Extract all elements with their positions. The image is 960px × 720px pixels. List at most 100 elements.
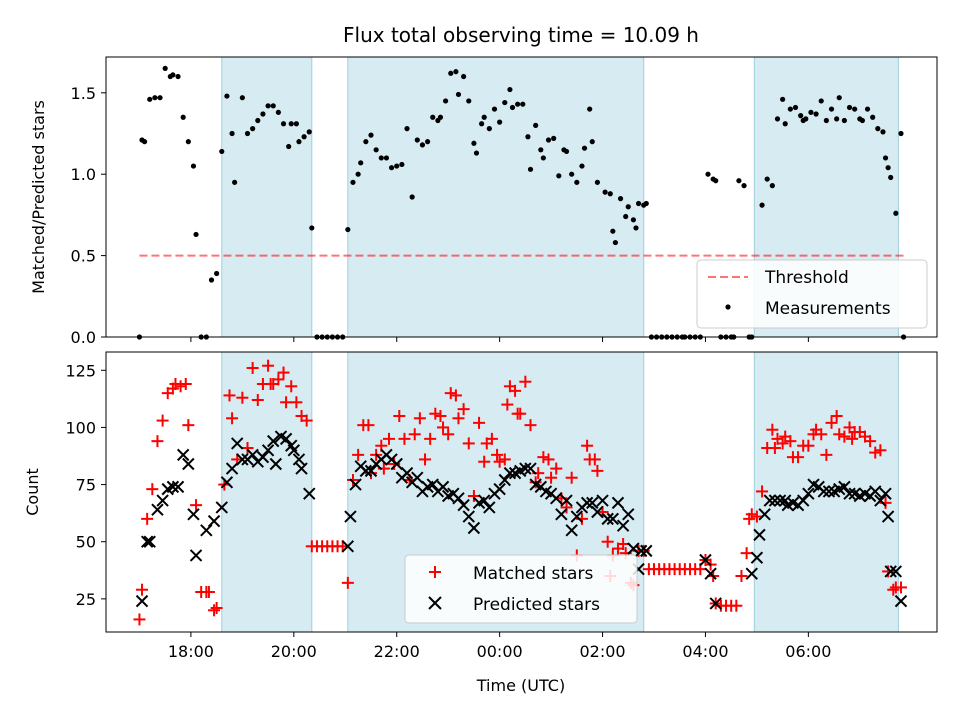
measurement-point	[170, 72, 176, 78]
matched-star-point	[565, 471, 578, 484]
predicted-star-point	[452, 492, 465, 505]
predicted-star-point	[166, 480, 180, 494]
ratio-x-ticks	[190, 337, 809, 342]
matched-star-point	[210, 602, 223, 614]
measurement-point	[152, 95, 158, 101]
matched-star-point	[766, 423, 779, 436]
matched-star-point	[449, 389, 462, 402]
ratio-interval-1	[347, 56, 645, 338]
measurement-point	[507, 86, 513, 93]
predicted-star-point	[246, 448, 259, 462]
predicted-star-point	[634, 544, 648, 558]
measurement-point	[527, 166, 534, 172]
matched-star-point	[241, 442, 254, 454]
ratio-ytick-label: 0.0	[71, 328, 96, 347]
predicted-star-point	[894, 594, 908, 608]
matched-star-point	[133, 613, 146, 626]
matched-star-point	[156, 414, 169, 427]
measurement-point	[275, 109, 281, 115]
predicted-star-point	[763, 494, 776, 507]
predicted-star-point	[881, 510, 895, 523]
measurement-point	[574, 179, 580, 185]
predicted-star-point	[156, 494, 169, 507]
matched-star-point	[141, 512, 154, 525]
matched-star-point	[223, 389, 236, 402]
measurement-point	[479, 121, 485, 127]
measurement-point	[780, 96, 786, 102]
measurement-point	[355, 171, 361, 177]
predicted-star-point	[773, 494, 787, 507]
measurement-point	[466, 98, 472, 104]
predicted-star-point	[400, 466, 414, 480]
measurement-point	[147, 96, 153, 102]
predicted-star-point	[171, 480, 185, 494]
matched-star-point	[346, 474, 359, 486]
matched-star-point	[341, 576, 354, 589]
ratio-ytick-label: 0.5	[71, 247, 96, 266]
matched-star-point	[462, 437, 475, 450]
matched-star-point	[169, 378, 182, 390]
measurement-point	[782, 121, 788, 127]
matched-star-point	[182, 419, 195, 432]
predicted-star-point	[390, 457, 403, 471]
measurement-point	[818, 98, 824, 104]
measurement-point	[898, 130, 904, 137]
measurement-point	[569, 171, 575, 177]
predicted-star-point	[802, 487, 815, 500]
measurement-point	[533, 122, 539, 128]
ratio-interval-0	[221, 56, 313, 338]
predicted-star-point	[555, 508, 568, 521]
predicted-star-point	[586, 496, 599, 510]
matched-star-point	[846, 432, 859, 445]
predicted-star-point	[436, 480, 450, 494]
matched-star-point	[280, 396, 293, 409]
matched-star-point	[437, 421, 450, 434]
predicted-star-point	[225, 462, 239, 475]
matched-star-point	[588, 453, 601, 466]
matched-star-point	[419, 453, 432, 466]
predicted-star-point	[580, 496, 594, 510]
matched-star-point	[388, 458, 401, 470]
predicted-legend-swatch	[428, 596, 442, 610]
predicted-star-point	[640, 544, 653, 558]
measurement-point	[885, 165, 891, 171]
matched-star-point	[815, 428, 828, 441]
measurement-point	[741, 183, 747, 189]
matched-star-point	[802, 439, 815, 452]
matched-star-point	[756, 485, 769, 498]
predicted-star-point	[843, 487, 856, 500]
measurement-point	[232, 179, 238, 185]
measurement-point	[255, 117, 261, 124]
matched-star-point	[768, 442, 781, 454]
predicted-star-point	[151, 503, 164, 516]
measurement-point	[414, 137, 420, 143]
count-xtick-label: 22:00	[374, 642, 420, 661]
count-ytick-label: 125	[65, 361, 96, 380]
predicted-star-point	[341, 540, 355, 553]
matched-star-point	[452, 412, 465, 425]
matched-star-point	[498, 453, 511, 466]
predicted-star-point	[292, 453, 306, 466]
measurement-point	[888, 174, 894, 181]
predicted-star-point	[550, 492, 563, 505]
predicted-star-point	[493, 482, 506, 496]
predicted-star-point	[187, 508, 200, 521]
measurement-point	[607, 191, 613, 197]
measurement-point	[301, 134, 307, 140]
measurement-point	[764, 176, 770, 182]
chart-title: Flux total observing time = 10.09 h	[343, 23, 699, 47]
matched-star-point	[833, 428, 846, 441]
measurement-point	[244, 130, 251, 137]
predicted-star-point	[560, 494, 573, 507]
matched-star-point	[473, 416, 486, 429]
matched-star-point	[830, 410, 843, 422]
predicted-star-point	[570, 510, 584, 523]
predicted-star-point	[758, 508, 771, 521]
measurement-point	[288, 121, 294, 127]
measurement-point	[481, 114, 487, 120]
predicted-star-point	[565, 524, 578, 537]
measurement-point	[471, 140, 477, 146]
measurement-point	[625, 204, 631, 210]
predicted-star-point	[182, 457, 195, 471]
matched-star-point	[493, 455, 506, 468]
